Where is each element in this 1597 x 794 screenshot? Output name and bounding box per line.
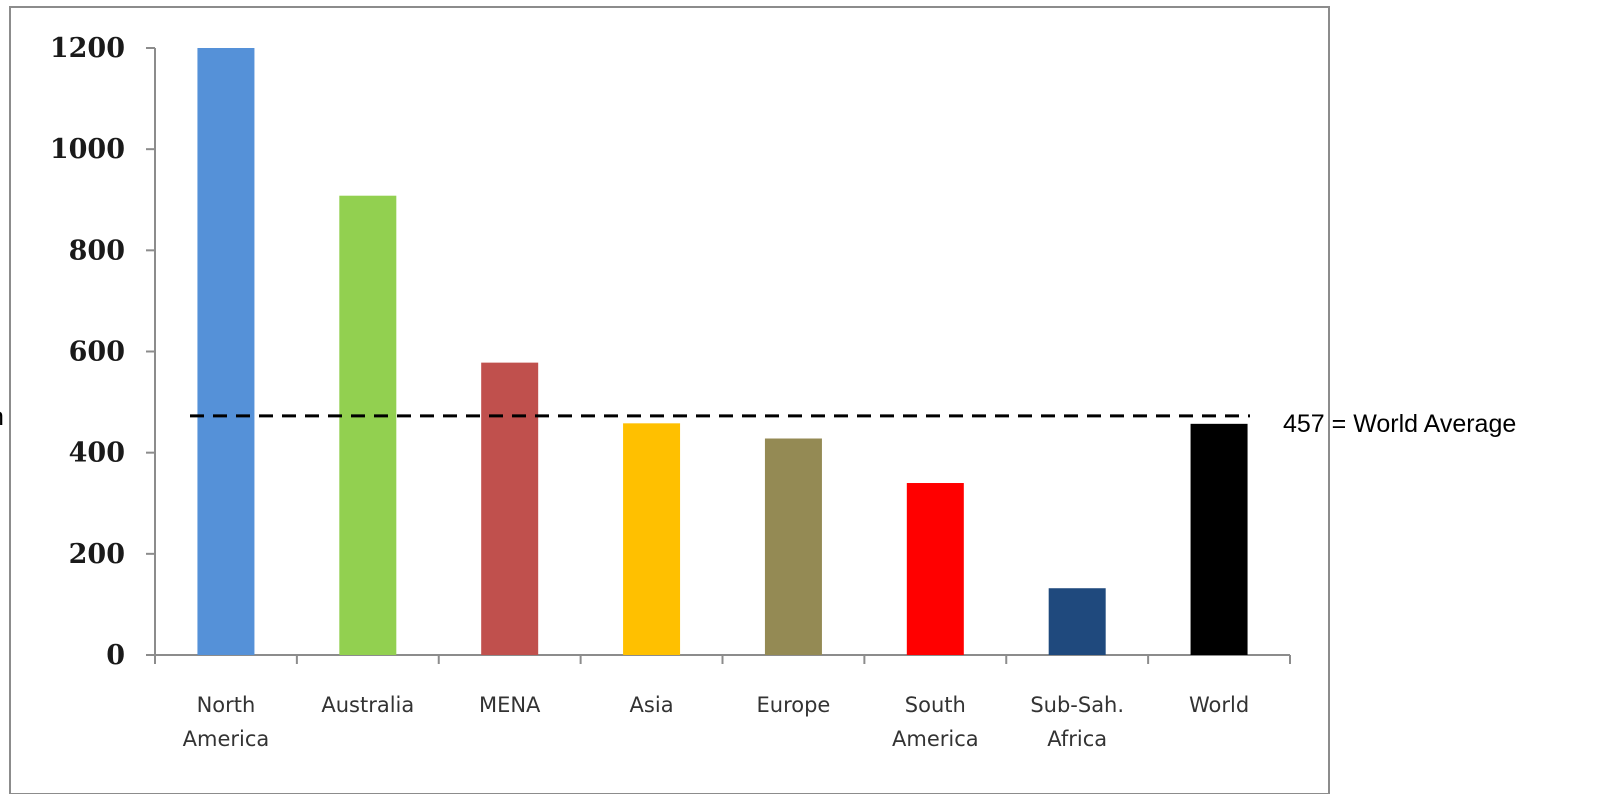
- x-category-label-line: MENA: [479, 693, 541, 717]
- x-category-label-line: World: [1189, 693, 1249, 717]
- x-category-label-line: South: [905, 693, 966, 717]
- y-tick-label: 1200: [50, 33, 125, 64]
- x-category-label-line: America: [183, 727, 270, 751]
- left-edge-fragment: n: [0, 403, 4, 431]
- y-tick-label: 200: [69, 539, 125, 570]
- x-category-label: MENA: [479, 693, 541, 717]
- bar: [764, 438, 822, 655]
- x-category-label-line: Africa: [1047, 727, 1107, 751]
- reference-line-group: 457 = World Average: [190, 410, 1516, 438]
- bar: [339, 195, 397, 655]
- reference-line-label: 457 = World Average: [1283, 410, 1516, 438]
- bar: [906, 483, 964, 655]
- bar-series: [197, 48, 1248, 655]
- bar: [1190, 423, 1248, 655]
- bar: [1048, 588, 1106, 655]
- x-category-label-line: Australia: [321, 693, 414, 717]
- x-category-label: South America: [892, 693, 979, 751]
- x-category-label: World: [1189, 693, 1249, 717]
- x-category-label: Australia: [321, 693, 414, 717]
- bar: [623, 423, 681, 655]
- x-category-label-line: Europe: [757, 693, 831, 717]
- y-tick-label: 400: [69, 438, 125, 469]
- x-category-label-line: Asia: [630, 693, 674, 717]
- x-category-label: Asia: [630, 693, 674, 717]
- bar: [197, 48, 255, 655]
- y-tick-label: 0: [106, 640, 125, 671]
- x-category-label: Europe: [757, 693, 831, 717]
- y-tick-label: 1000: [50, 134, 125, 165]
- bar: [481, 362, 539, 655]
- y-tick-label: 600: [69, 337, 125, 368]
- x-category-label-line: Sub-Sah.: [1030, 693, 1124, 717]
- y-tick-label: 800: [69, 235, 125, 266]
- x-category-label-line: North: [197, 693, 256, 717]
- x-category-label: North America: [183, 693, 270, 751]
- x-category-label: Sub-Sah. Africa: [1030, 693, 1124, 751]
- x-category-label-line: America: [892, 727, 979, 751]
- y-axis: 0 200 400 600 800 1000 1200: [50, 33, 156, 671]
